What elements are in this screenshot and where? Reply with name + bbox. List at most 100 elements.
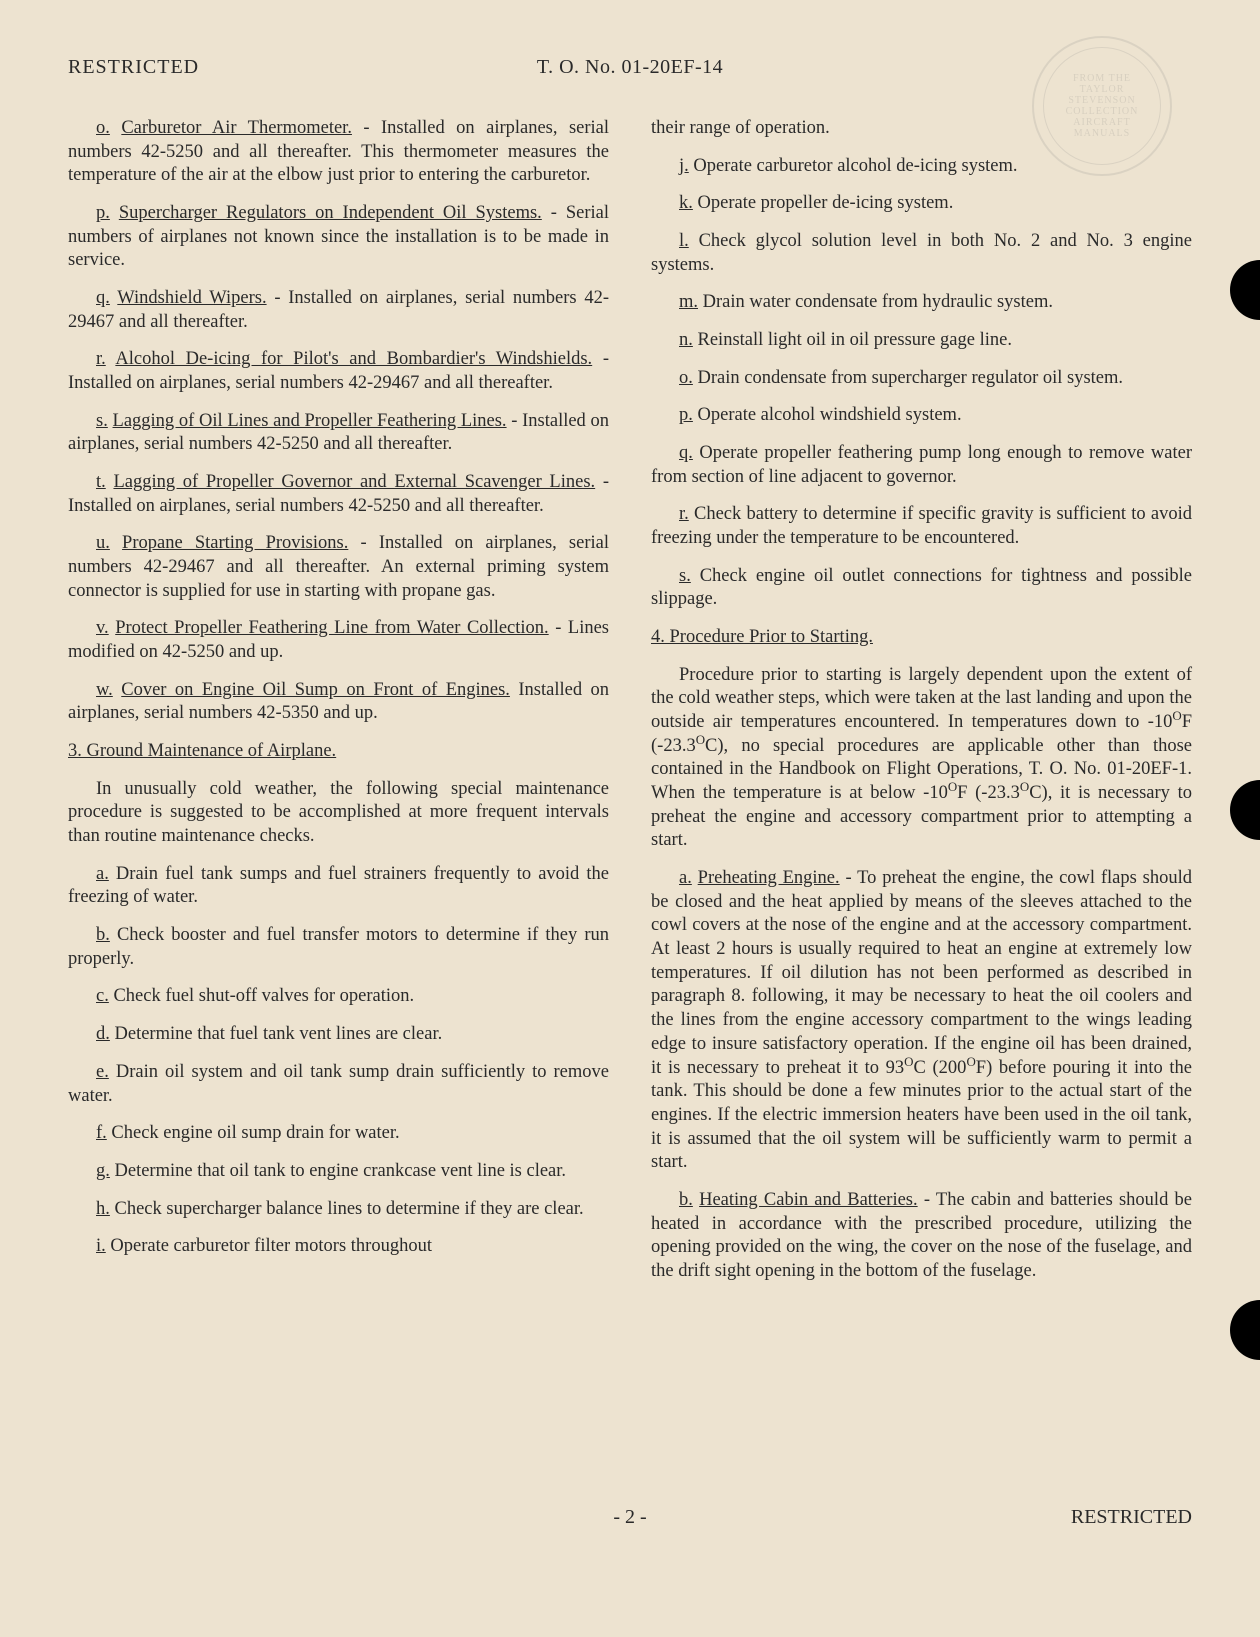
item-title: Propane Starting Provisions. (122, 533, 348, 553)
stamp-text: COLLECTION (1066, 106, 1139, 117)
item-3d: d. Determine that fuel tank vent lines a… (68, 1023, 609, 1047)
item-3i: i. Operate carburetor filter motors thro… (68, 1235, 609, 1259)
item-3r: r. Check battery to determine if specifi… (651, 503, 1192, 550)
item-3f: f. Check engine oil sump drain for water… (68, 1122, 609, 1146)
header-restricted: RESTRICTED (68, 56, 199, 79)
item-letter: c. (96, 986, 109, 1006)
section-4-heading: 4. Procedure Prior to Starting. (651, 626, 1192, 650)
item-3g: g. Determine that oil tank to engine cra… (68, 1160, 609, 1184)
content-columns: o. Carburetor Air Thermometer. - Install… (68, 117, 1192, 1298)
item-letter: p. (679, 405, 693, 425)
item-u: u. Propane Starting Provisions. - Instal… (68, 532, 609, 603)
item-w: w. Cover on Engine Oil Sump on Front of … (68, 679, 609, 726)
item-letter: g. (96, 1161, 110, 1181)
stamp-text: AIRCRAFT (1073, 117, 1130, 128)
item-letter: v. (96, 618, 109, 638)
item-text: Check booster and fuel transfer motors t… (68, 925, 609, 969)
item-r: r. Alcohol De-icing for Pilot's and Bomb… (68, 348, 609, 395)
item-letter: r. (96, 349, 106, 369)
stamp-text: STEVENSON (1068, 95, 1135, 106)
degree-symbol: O (948, 779, 957, 794)
item-letter: s. (96, 411, 108, 431)
item-text: Check engine oil sump drain for water. (107, 1123, 400, 1143)
item-p: p. Supercharger Regulators on Independen… (68, 202, 609, 273)
item-letter: q. (96, 288, 110, 308)
item-title: Windshield Wipers. (117, 288, 266, 308)
item-title: Supercharger Regulators on Independent O… (119, 203, 542, 223)
item-title: Carburetor Air Thermometer. (121, 118, 352, 138)
item-3q: q. Operate propeller feathering pump lon… (651, 442, 1192, 489)
item-letter: b. (679, 1190, 693, 1210)
item-letter: n. (679, 330, 693, 350)
item-text: Operate propeller feathering pump long e… (651, 443, 1192, 487)
item-3p: p. Operate alcohol windshield system. (651, 404, 1192, 428)
item-letter: a. (96, 864, 109, 884)
item-3b: b. Check booster and fuel transfer motor… (68, 924, 609, 971)
item-s: s. Lagging of Oil Lines and Propeller Fe… (68, 410, 609, 457)
page-header: RESTRICTED T. O. No. 01-20EF-14 FROM THE… (68, 56, 1192, 79)
item-3k: k. Operate propeller de-icing system. (651, 192, 1192, 216)
item-letter: j. (679, 156, 689, 176)
header-doc-number: T. O. No. 01-20EF-14 (537, 56, 723, 79)
item-text: Operate carburetor alcohol de-icing syst… (689, 156, 1018, 176)
item-letter: u. (96, 533, 110, 553)
item-text: Check battery to determine if specific g… (651, 504, 1192, 548)
item-text: Drain fuel tank sumps and fuel strainers… (68, 864, 609, 908)
page-footer: - 2 - RESTRICTED (68, 1506, 1192, 1529)
hole-punch (1230, 260, 1260, 320)
stamp-text: TAYLOR (1080, 84, 1125, 95)
item-title: Cover on Engine Oil Sump on Front of Eng… (121, 680, 510, 700)
item-letter: p. (96, 203, 110, 223)
item-letter: o. (96, 118, 110, 138)
item-title: Protect Propeller Feathering Line from W… (115, 618, 548, 638)
item-text: Check engine oil outlet connections for … (651, 566, 1192, 610)
item-3c: c. Check fuel shut-off valves for operat… (68, 985, 609, 1009)
item-4a: a. Preheating Engine. - To preheat the e… (651, 867, 1192, 1175)
item-text: Drain condensate from supercharger regul… (693, 368, 1123, 388)
left-column: o. Carburetor Air Thermometer. - Install… (68, 117, 609, 1298)
item-text: Check supercharger balance lines to dete… (110, 1199, 584, 1219)
item-letter: w. (96, 680, 113, 700)
item-text: Reinstall light oil in oil pressure gage… (693, 330, 1012, 350)
item-letter: a. (679, 868, 692, 888)
item-text: Drain oil system and oil tank sump drain… (68, 1062, 609, 1106)
item-letter: o. (679, 368, 693, 388)
item-text: Determine that fuel tank vent lines are … (110, 1024, 442, 1044)
section-3-intro: In unusually cold weather, the following… (68, 778, 609, 849)
item-letter: k. (679, 193, 693, 213)
section-3-heading: 3. Ground Maintenance of Airplane. (68, 740, 609, 764)
item-letter: q. (679, 443, 693, 463)
item-letter: f. (96, 1123, 107, 1143)
item-letter: d. (96, 1024, 110, 1044)
item-4b: b. Heating Cabin and Batteries. - The ca… (651, 1189, 1192, 1284)
item-text: - To preheat the engine, the cowl flaps … (651, 868, 1192, 1077)
item-letter: i. (96, 1236, 106, 1256)
item-3h: h. Check supercharger balance lines to d… (68, 1198, 609, 1222)
document-page: RESTRICTED T. O. No. 01-20EF-14 FROM THE… (0, 0, 1260, 1637)
item-3n: n. Reinstall light oil in oil pressure g… (651, 329, 1192, 353)
item-text: Determine that oil tank to engine crankc… (110, 1161, 566, 1181)
item-text: Operate propeller de-icing system. (693, 193, 953, 213)
stamp-text: FROM THE (1073, 73, 1131, 84)
page-number: - 2 - (613, 1506, 646, 1529)
item-text: Drain water condensate from hydraulic sy… (698, 292, 1053, 312)
item-text: Check fuel shut-off valves for operation… (109, 986, 414, 1006)
item-text: Check glycol solution level in both No. … (651, 231, 1192, 275)
item-text: Operate carburetor filter motors through… (106, 1236, 432, 1256)
hole-punch (1230, 780, 1260, 840)
item-letter: l. (679, 231, 689, 251)
item-letter: h. (96, 1199, 110, 1219)
item-q: q. Windshield Wipers. - Installed on air… (68, 287, 609, 334)
footer-restricted: RESTRICTED (1071, 1506, 1192, 1529)
item-o: o. Carburetor Air Thermometer. - Install… (68, 117, 609, 188)
item-title: Lagging of Propeller Governor and Extern… (113, 472, 595, 492)
stamp-text: MANUALS (1074, 128, 1130, 139)
item-3e: e. Drain oil system and oil tank sump dr… (68, 1061, 609, 1108)
item-text: Operate alcohol windshield system. (693, 405, 962, 425)
item-letter: e. (96, 1062, 109, 1082)
degree-symbol: O (966, 1053, 975, 1068)
item-title: Lagging of Oil Lines and Propeller Feath… (113, 411, 507, 431)
item-letter: s. (679, 566, 691, 586)
item-letter: t. (96, 472, 106, 492)
degree-symbol: O (904, 1053, 913, 1068)
